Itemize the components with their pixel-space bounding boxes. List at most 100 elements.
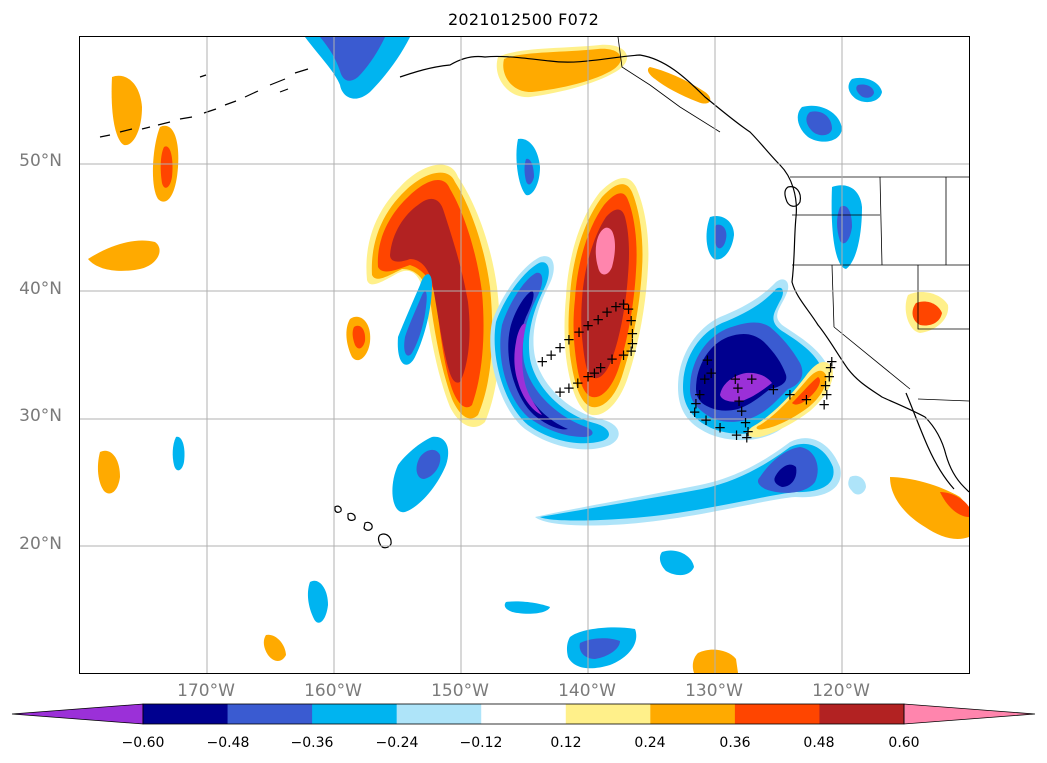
observation-marker: +	[601, 303, 614, 321]
observation-marker: +	[701, 351, 714, 369]
map-gridlines	[80, 37, 969, 673]
observation-marker: +	[625, 312, 638, 330]
observation-marker: +	[554, 338, 567, 356]
lon-label-120w: 120°W	[812, 681, 870, 701]
colorbar-segment	[143, 704, 229, 724]
colorbar-outline	[142, 703, 905, 725]
state-borders	[792, 176, 969, 390]
southern-cold-streak	[535, 438, 841, 526]
colorbar-segment	[734, 704, 820, 724]
colorbar-extend-max	[903, 703, 1036, 725]
lat-label-50n: 50°N	[19, 151, 62, 171]
observation-marker: +	[690, 394, 703, 412]
lon-label-150w: 150°W	[431, 681, 489, 701]
observation-marker: +	[536, 352, 549, 370]
observation-marker: +	[700, 411, 713, 429]
observation-marker: +	[610, 298, 623, 316]
lat-label-40n: 40°N	[19, 279, 62, 299]
observation-marker: +	[573, 323, 586, 341]
observation-marker: +	[688, 403, 701, 421]
observation-marker: +	[730, 426, 743, 444]
lon-label-160w: 160°W	[304, 681, 362, 701]
observation-marker: +	[705, 364, 718, 382]
observation-marker: +	[739, 413, 752, 431]
observation-marker: +	[582, 317, 595, 335]
colorbar-tick-label: −0.60	[121, 735, 165, 751]
lat-label-30n: 30°N	[19, 406, 62, 426]
observation-marker: +	[617, 295, 630, 313]
hawaii-island-maui	[363, 521, 373, 531]
political-borders	[617, 37, 969, 402]
observation-marker: +	[818, 396, 831, 414]
observation-marker: +	[626, 324, 639, 342]
observation-marker: +	[729, 370, 742, 388]
lon-label-140w: 140°W	[558, 681, 616, 701]
map-panel: + + + + + + + + + + + + + + + + + + + + + + + + + + + + + + + + + + + + + + + +…	[79, 36, 970, 674]
colorbar-segment	[396, 704, 482, 724]
observation-marker: +	[784, 385, 797, 403]
alaska-canada-border	[617, 37, 721, 133]
colorbar	[11, 703, 1036, 725]
us-mexico-border	[917, 398, 969, 402]
colorbar-tick-label: 0.60	[888, 735, 920, 751]
map-canvas: ++++++++++++++++++++++++++++++ + ++++++++ +…	[80, 37, 969, 673]
observation-marker: +	[545, 346, 558, 364]
aleutian-islands	[99, 68, 309, 138]
lon-label-170w: 170°W	[177, 681, 235, 701]
observation-marker: +	[606, 350, 619, 368]
hawaii-island-kauai	[334, 505, 342, 513]
vancouver-island	[784, 186, 801, 207]
observation-marker: +	[554, 383, 567, 401]
observation-marker: +	[617, 346, 630, 364]
observation-marker: +	[824, 359, 837, 377]
observation-marker: +	[767, 380, 780, 398]
observation-marker: +	[582, 368, 595, 386]
observation-marker: +	[746, 370, 759, 388]
observation-marker: +	[694, 385, 707, 403]
colorbar-segment	[819, 704, 905, 724]
hawaii-island-oahu	[347, 512, 356, 521]
coastlines	[99, 54, 969, 549]
observation-marker: +	[821, 385, 834, 403]
colorbar-tick-label: −0.48	[206, 735, 250, 751]
colorbar-tick-label: 0.24	[634, 735, 666, 751]
observation-marker: +	[699, 370, 712, 388]
observation-marker: +	[735, 402, 748, 420]
baja-california-coastline	[905, 392, 955, 490]
observation-marker: +	[732, 379, 745, 397]
anomaly-contour-fields	[88, 37, 969, 673]
observation-marker: +	[572, 374, 585, 392]
hawaii-island-big	[377, 533, 392, 549]
observation-marker: +	[819, 377, 832, 395]
observation-marker: +	[714, 419, 727, 437]
observation-marker: +	[626, 335, 639, 353]
observation-marker: +	[625, 342, 638, 360]
colorbar-tick-label: −0.12	[459, 735, 503, 751]
observation-marker: +	[800, 391, 813, 409]
observation-marker: +	[592, 310, 605, 328]
lon-label-130w: 130°W	[685, 681, 743, 701]
observation-marker: +	[622, 300, 635, 318]
observation-marker: +	[588, 364, 601, 382]
observation-marker: +	[563, 331, 576, 349]
colorbar-segment	[227, 704, 313, 724]
observation-marker: +	[826, 352, 839, 370]
colorbar-tick-label: 0.48	[803, 735, 835, 751]
observation-marker: +	[741, 429, 754, 447]
colorbar-tick-label: −0.24	[375, 735, 419, 751]
observation-marker: +	[563, 379, 576, 397]
colorbar-extend-min	[11, 703, 144, 725]
colorbar-segment	[312, 704, 398, 724]
observation-marker: +	[594, 359, 607, 377]
north-america-coastline	[399, 54, 969, 493]
observation-marker: +	[823, 368, 836, 386]
colorbar-tick-label: 0.36	[719, 735, 751, 751]
colorbar-segment	[565, 704, 651, 724]
colorbar-segment	[650, 704, 736, 724]
colorbar-tick-label: −0.36	[290, 735, 334, 751]
observation-marker: +	[742, 422, 755, 440]
observation-markers: ++++++++++++++++++++++++++++++ + ++++++++ +…	[536, 295, 838, 447]
colorbar-segment	[481, 704, 567, 724]
west-warm-anomaly	[366, 164, 500, 427]
gulf-of-alaska-features	[305, 37, 882, 142]
